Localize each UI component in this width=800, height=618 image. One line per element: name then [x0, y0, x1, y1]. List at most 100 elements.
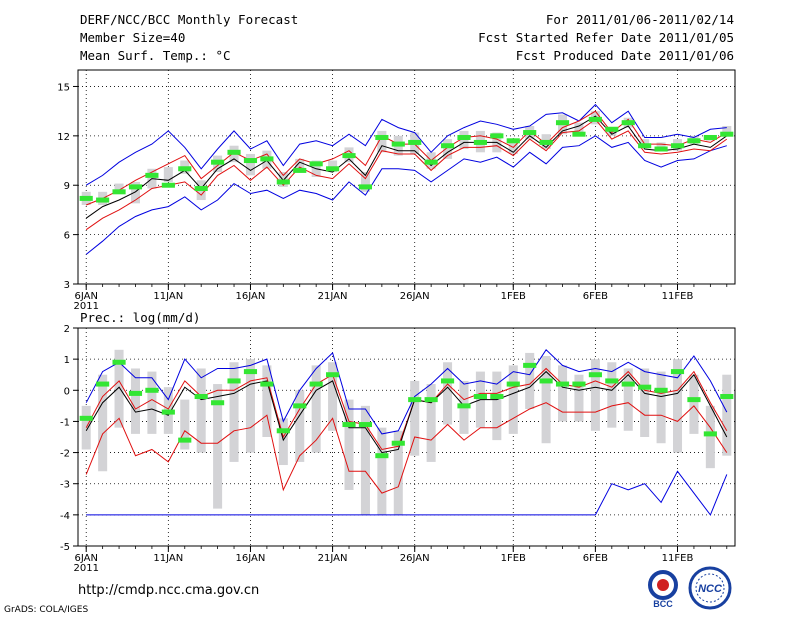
- median-marker: [605, 126, 619, 132]
- y-tick-label: -3: [60, 480, 70, 491]
- ensemble-box: [393, 430, 403, 515]
- refer-date: Fcst Started Refer Date 2011/01/05: [478, 30, 734, 45]
- median-marker: [555, 381, 570, 387]
- median-marker: [358, 422, 373, 428]
- plot-frame: [77, 69, 736, 285]
- median-marker: [621, 381, 635, 387]
- ensemble-box: [180, 399, 190, 450]
- y-tick-label: -5: [60, 542, 70, 553]
- median-marker: [145, 172, 159, 178]
- median-marker: [96, 197, 110, 203]
- median-marker: [638, 384, 652, 390]
- y-tick-label: 0: [64, 386, 70, 397]
- median-marker: [112, 359, 126, 365]
- ensemble-box: [245, 153, 255, 176]
- median-marker: [194, 186, 208, 192]
- y-tick-label: 3: [64, 280, 70, 291]
- median-marker: [342, 422, 356, 428]
- ensemble-box: [590, 359, 600, 431]
- median-marker: [506, 381, 520, 387]
- ensemble-box: [492, 371, 502, 441]
- median-marker: [178, 437, 192, 443]
- ensemble-box: [360, 405, 370, 515]
- median-marker: [473, 394, 487, 400]
- median-marker: [539, 378, 553, 384]
- ensemble-box: [377, 427, 387, 515]
- x-tick-label: 6FEB: [583, 291, 608, 302]
- bcc-logo-ring: [648, 570, 678, 600]
- median-marker: [638, 143, 652, 149]
- median-marker: [128, 390, 143, 396]
- series-min-line: [85, 135, 727, 255]
- ensemble-box: [114, 349, 124, 428]
- median-marker: [293, 167, 307, 173]
- y-tick-label: 1: [64, 355, 70, 366]
- median-marker: [391, 141, 405, 147]
- median-marker: [161, 182, 175, 188]
- ensemble-box: [295, 158, 305, 173]
- variable-label: Mean Surf. Temp.: °C: [80, 48, 231, 63]
- ensemble-box: [328, 362, 338, 431]
- ensemble-box: [229, 362, 239, 462]
- ensemble-box: [672, 359, 683, 453]
- median-marker: [243, 369, 258, 375]
- forecast-title: DERF/NCC/BCC Monthly Forecast: [80, 12, 299, 27]
- x-tick-label: 26JAN: [400, 291, 430, 302]
- median-marker: [457, 403, 471, 409]
- median-marker: [260, 381, 274, 387]
- ensemble-box: [574, 122, 584, 135]
- median-marker: [424, 397, 438, 403]
- ensemble-box: [377, 130, 387, 153]
- median-marker: [260, 156, 274, 162]
- x-tick-label: 16JAN: [236, 291, 266, 302]
- ensemble-box: [295, 390, 305, 462]
- series-lower-line: [85, 402, 728, 494]
- precip-label: Prec.: log(mm/d): [80, 310, 201, 325]
- median-marker: [128, 184, 143, 190]
- median-marker: [506, 138, 520, 144]
- ensemble-box: [130, 181, 141, 204]
- median-marker: [375, 453, 389, 459]
- series-min-line: [86, 470, 728, 516]
- ncc-logo-inner: [695, 573, 725, 603]
- median-marker: [490, 133, 504, 139]
- series-lower-line: [85, 118, 728, 231]
- x-tick-label: 11FEB: [662, 291, 694, 302]
- ensemble-box: [114, 183, 124, 194]
- ensemble-box: [722, 374, 732, 456]
- median-marker: [605, 378, 619, 384]
- median-marker: [440, 378, 455, 384]
- median-marker: [309, 161, 323, 167]
- y-tick-label: -2: [60, 449, 70, 460]
- x-tick-label: 21JAN: [318, 291, 348, 302]
- ncc-logo: NCC: [688, 566, 732, 610]
- median-marker: [112, 189, 126, 195]
- ensemble-box: [574, 374, 584, 422]
- series-max-line: [85, 349, 728, 435]
- ensemble-box: [525, 352, 535, 409]
- median-marker: [391, 440, 405, 446]
- ensemble-box: [130, 368, 141, 434]
- median-marker: [79, 415, 93, 421]
- median-marker: [326, 166, 340, 172]
- y-tick-label: -4: [60, 511, 70, 522]
- median-marker: [588, 372, 602, 378]
- y-tick-label: 12: [57, 132, 70, 143]
- y-tick-label: 2: [64, 324, 70, 335]
- median-marker: [588, 116, 602, 122]
- median-marker: [326, 372, 340, 378]
- x-tick-label: 11FEB: [662, 553, 694, 564]
- ensemble-box: [410, 380, 420, 456]
- median-marker: [670, 143, 685, 149]
- ensemble-box: [541, 356, 551, 444]
- website-url: http://cmdp.ncc.cma.gov.cn: [78, 583, 260, 598]
- member-size: Member Size=40: [80, 30, 186, 45]
- forecast-period: For 2011/01/06-2011/02/14: [545, 12, 734, 27]
- median-marker: [424, 159, 438, 165]
- ensemble-box: [705, 405, 715, 469]
- median-marker: [654, 387, 668, 393]
- ensemble-box: [163, 167, 173, 182]
- median-marker: [358, 184, 373, 190]
- median-marker: [408, 139, 422, 145]
